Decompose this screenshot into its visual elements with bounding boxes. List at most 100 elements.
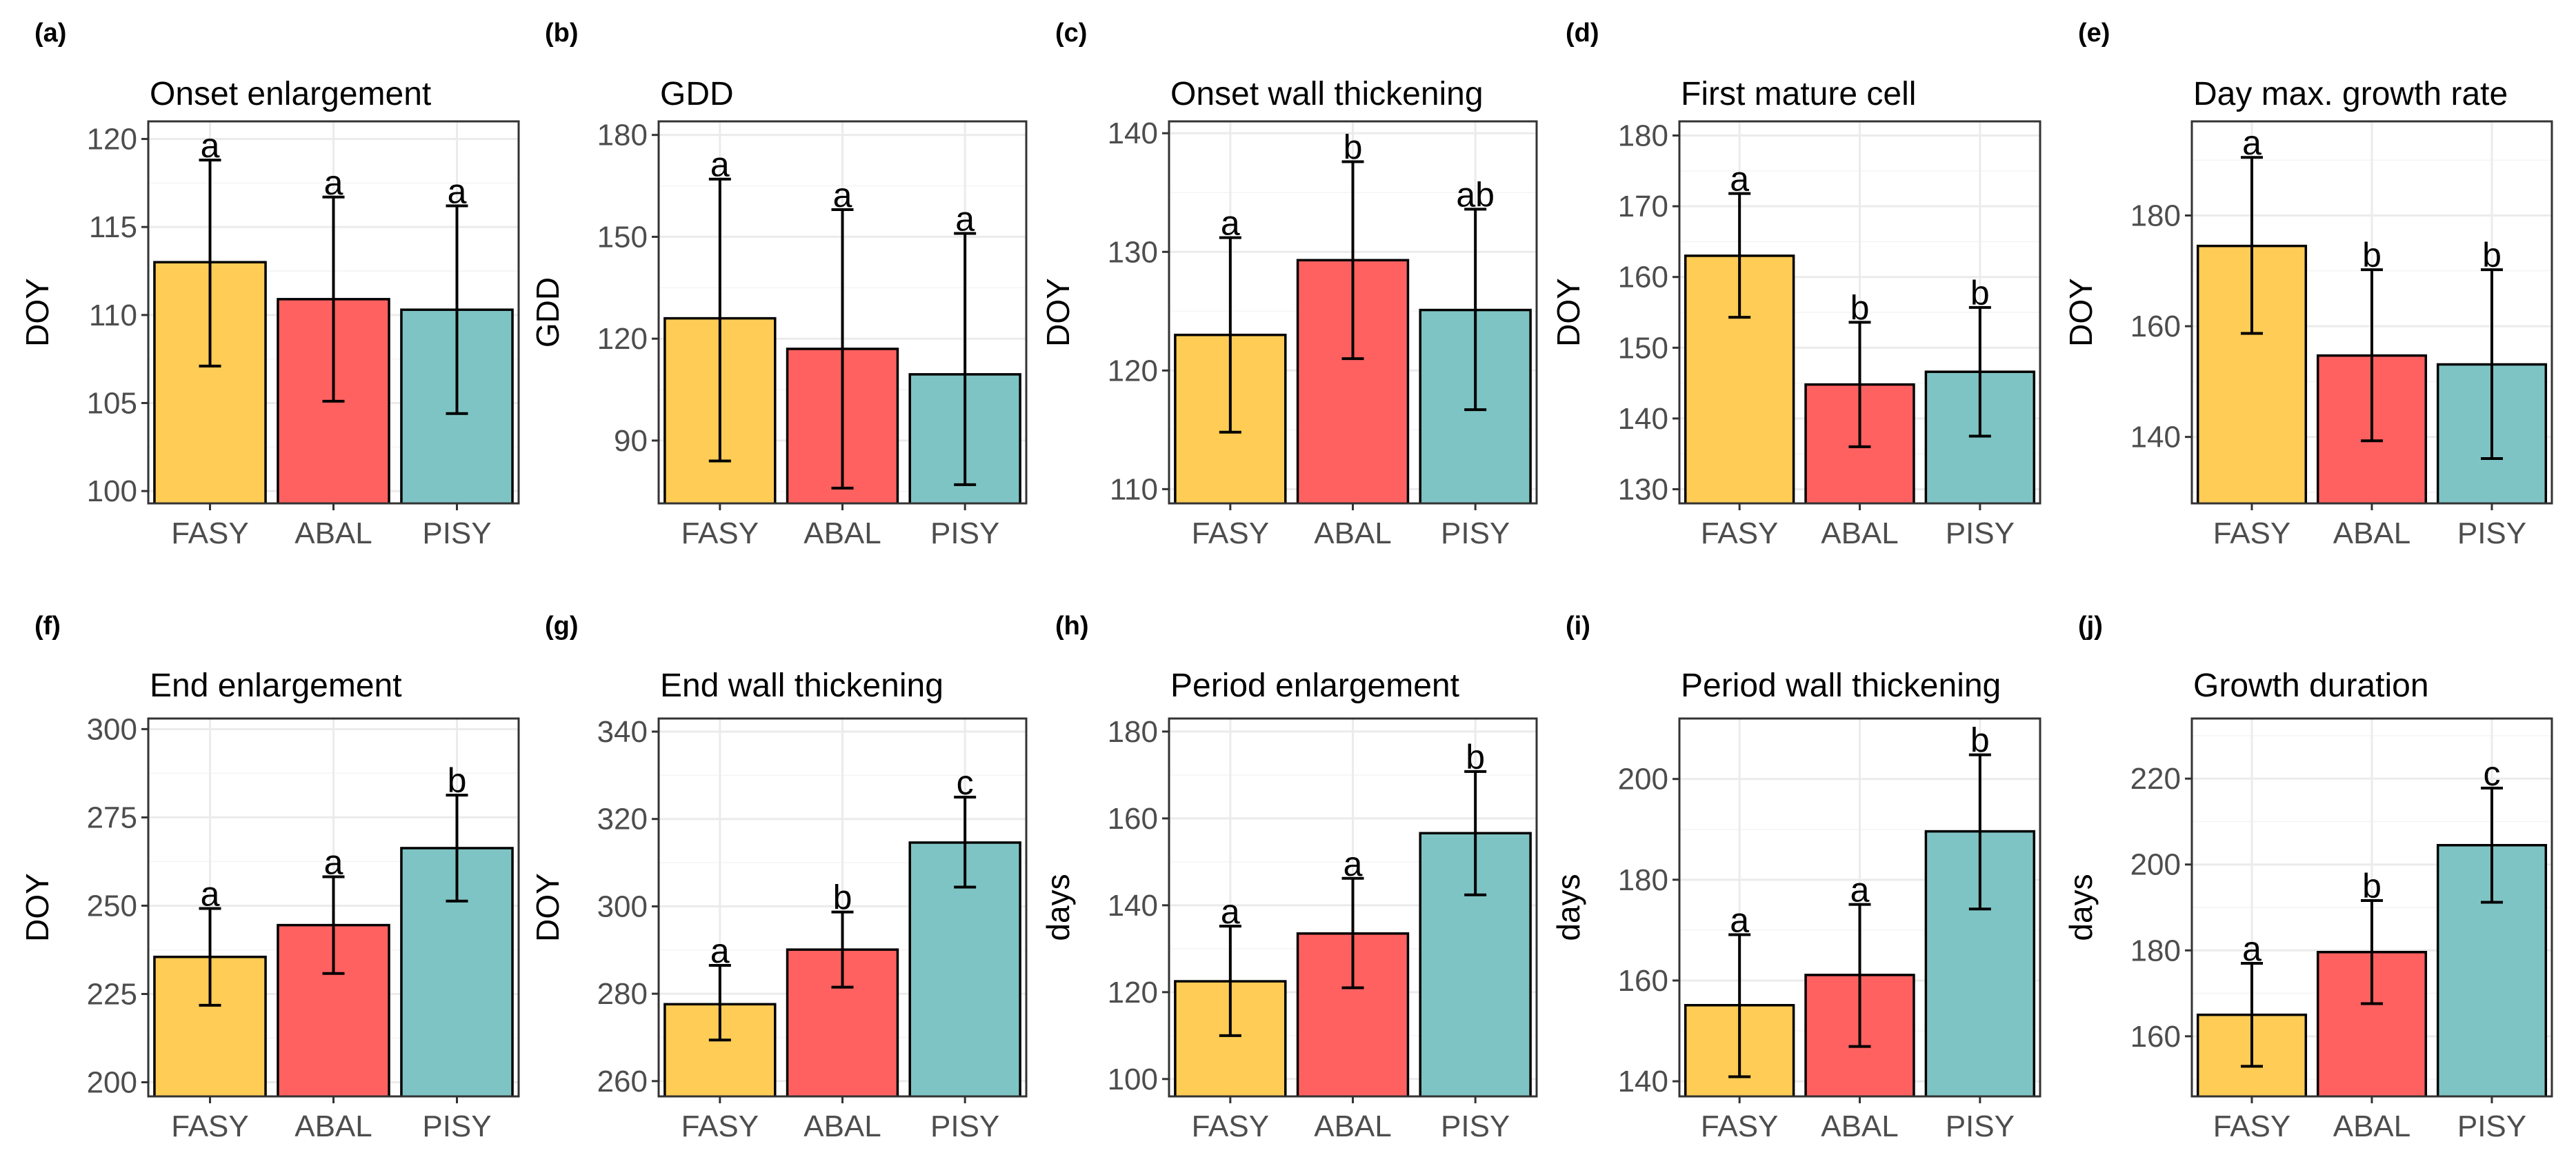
panel-title: Onset enlargement [150, 76, 431, 112]
panel-letter: (e) [2078, 19, 2110, 48]
y-tick-label: 115 [89, 210, 137, 244]
x-tick-label: FASY [681, 516, 759, 550]
significance-label: a [2242, 123, 2262, 162]
y-tick-label: 150 [1618, 331, 1668, 365]
y-axis-title: DOY [1040, 278, 1076, 347]
panel-j: (j) Growth duration a b c 160 180 200 220 FASY ABA… [2063, 612, 2553, 1143]
significance-label: a [1730, 160, 1749, 199]
significance-label: a [201, 875, 220, 914]
y-tick-label: 130 [1108, 235, 1158, 269]
significance-label: a [1221, 204, 1240, 243]
y-tick-label: 130 [1618, 472, 1668, 506]
x-tick-label: PISY [2457, 1109, 2526, 1143]
y-tick-label: 180 [1108, 715, 1158, 749]
significance-label: c [2484, 754, 2501, 793]
panel-letter: (a) [34, 19, 66, 48]
x-tick-label: ABAL [1821, 516, 1899, 550]
y-tick-label: 110 [1110, 472, 1158, 506]
y-tick-label: 140 [1618, 402, 1668, 436]
significance-label: a [1221, 892, 1240, 931]
panel-letter: (h) [1055, 612, 1089, 641]
x-tick-label: PISY [422, 516, 491, 550]
y-tick-label: 140 [1618, 1065, 1668, 1098]
y-axis-title: days [1040, 874, 1076, 941]
y-axis-title: DOY [19, 873, 55, 942]
y-tick-label: 120 [597, 322, 648, 356]
y-tick-label: 180 [2130, 934, 2181, 967]
panel-f: (f) End enlargement a a b 200 225 250 275 300 FASY… [19, 612, 520, 1143]
significance-label: b [1466, 738, 1485, 776]
panel-letter: (c) [1055, 19, 1087, 48]
y-tick-label: 180 [2130, 199, 2181, 232]
y-tick-label: 275 [87, 801, 137, 834]
y-axis-title: DOY [1550, 278, 1586, 347]
significance-label: a [324, 843, 343, 881]
significance-label: a [1730, 901, 1749, 939]
significance-label: b [448, 761, 467, 800]
x-tick-label: FASY [1192, 1109, 1270, 1143]
significance-label: a [710, 932, 730, 970]
y-tick-label: 340 [597, 715, 648, 749]
y-tick-label: 140 [1108, 117, 1158, 150]
panel-d: (d) First mature cell a b b 130 140 150 160 170 18… [1550, 19, 2041, 550]
x-tick-label: PISY [1946, 1109, 2015, 1143]
panel-letter: (i) [1566, 612, 1590, 641]
significance-label: b [2362, 867, 2382, 905]
panel-letter: (f) [34, 612, 61, 641]
y-tick-label: 200 [87, 1066, 137, 1100]
significance-label: b [2482, 236, 2502, 274]
y-axis-title: DOY [2063, 278, 2099, 347]
significance-label: b [1850, 288, 1870, 327]
y-tick-label: 250 [87, 889, 137, 923]
panel-a: (a) Onset enlargement a a a 100 105 110 115 120 FA… [19, 19, 520, 550]
x-tick-label: PISY [2457, 516, 2526, 550]
significance-label: b [1344, 128, 1363, 166]
y-tick-label: 180 [1618, 119, 1668, 153]
significance-label: a [1850, 871, 1870, 910]
panel-title: Day max. growth rate [2193, 76, 2508, 112]
x-tick-label: ABAL [1314, 516, 1392, 550]
y-tick-label: 90 [614, 424, 648, 458]
y-tick-label: 320 [597, 803, 648, 836]
x-tick-label: ABAL [803, 516, 881, 550]
x-tick-label: ABAL [294, 516, 372, 550]
significance-label: a [710, 145, 730, 184]
panel-letter: (g) [545, 612, 579, 641]
y-tick-label: 160 [2130, 310, 2181, 343]
x-tick-label: FASY [171, 1109, 249, 1143]
y-tick-label: 160 [1618, 964, 1668, 998]
y-tick-label: 300 [597, 890, 648, 923]
y-tick-label: 140 [2130, 421, 2181, 454]
y-tick-label: 160 [1108, 802, 1158, 836]
x-tick-label: FASY [1192, 516, 1270, 550]
y-tick-label: 100 [1108, 1063, 1158, 1096]
y-axis-title: DOY [530, 873, 566, 942]
significance-label: b [833, 878, 852, 917]
panel-title: GDD [660, 76, 734, 112]
significance-label: a [2242, 930, 2262, 968]
significance-label: a [324, 163, 343, 202]
x-tick-label: PISY [930, 516, 999, 550]
panel-title: First mature cell [1681, 76, 1916, 112]
x-tick-label: FASY [2213, 1109, 2291, 1143]
y-tick-label: 225 [87, 977, 137, 1011]
y-tick-label: 200 [1618, 763, 1668, 796]
x-tick-label: FASY [1701, 516, 1779, 550]
y-tick-label: 200 [2130, 848, 2181, 882]
y-tick-label: 150 [597, 220, 648, 254]
significance-label: c [957, 763, 974, 802]
panel-letter: (j) [2078, 612, 2103, 641]
y-tick-label: 160 [1618, 261, 1668, 294]
y-tick-label: 170 [1618, 190, 1668, 223]
panel-title: Period enlargement [1170, 667, 1459, 704]
significance-label: a [201, 126, 220, 165]
panel-title: Growth duration [2193, 667, 2429, 704]
y-tick-label: 140 [1108, 889, 1158, 923]
y-axis-title: DOY [19, 278, 55, 347]
y-tick-label: 220 [2130, 762, 2181, 796]
y-axis-title: days [2063, 874, 2099, 941]
significance-label: b [1970, 274, 1990, 312]
panel-title: Onset wall thickening [1170, 76, 1484, 112]
x-tick-label: PISY [1441, 516, 1510, 550]
x-tick-label: FASY [171, 516, 249, 550]
